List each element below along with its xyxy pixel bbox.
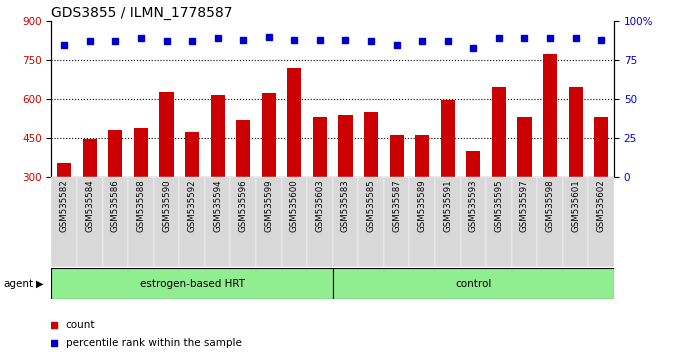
Bar — [185, 132, 199, 255]
Bar — [287, 68, 301, 255]
Text: GSM535592: GSM535592 — [187, 180, 197, 232]
Bar — [262, 93, 276, 255]
Bar — [390, 136, 403, 255]
Text: GSM535590: GSM535590 — [162, 180, 171, 232]
Text: GSM535601: GSM535601 — [571, 180, 580, 233]
Bar — [83, 139, 97, 255]
Bar — [108, 130, 122, 255]
Text: GSM535583: GSM535583 — [341, 180, 350, 233]
Bar — [543, 54, 557, 255]
Bar — [159, 92, 174, 255]
Bar — [256, 177, 281, 267]
Text: GSM535598: GSM535598 — [545, 180, 554, 232]
Bar — [512, 177, 537, 267]
Bar — [134, 128, 148, 255]
Text: GSM535589: GSM535589 — [418, 180, 427, 232]
Bar — [492, 87, 506, 255]
Bar — [333, 268, 614, 299]
Bar — [338, 115, 353, 255]
Bar — [410, 177, 435, 267]
Bar — [281, 177, 307, 267]
Bar — [460, 177, 486, 267]
Bar — [517, 117, 532, 255]
Text: GSM535599: GSM535599 — [264, 180, 273, 232]
Text: GSM535593: GSM535593 — [469, 180, 478, 232]
Text: agent: agent — [3, 279, 34, 289]
Text: percentile rank within the sample: percentile rank within the sample — [65, 338, 241, 348]
Bar — [537, 177, 563, 267]
Bar — [364, 112, 378, 255]
Bar — [128, 177, 154, 267]
Text: GSM535584: GSM535584 — [85, 180, 94, 233]
Text: GSM535596: GSM535596 — [239, 180, 248, 232]
Bar — [440, 99, 455, 255]
Bar — [313, 117, 327, 255]
Text: control: control — [455, 279, 492, 289]
Bar — [415, 136, 429, 255]
Bar — [307, 177, 333, 267]
Bar — [486, 177, 512, 267]
Text: GSM535603: GSM535603 — [316, 180, 324, 233]
Bar — [51, 177, 77, 267]
Bar — [384, 177, 410, 267]
Bar — [103, 177, 128, 267]
Bar — [563, 177, 589, 267]
Text: GSM535582: GSM535582 — [60, 180, 69, 233]
Bar — [154, 177, 179, 267]
Text: GSM535591: GSM535591 — [443, 180, 452, 232]
Bar — [51, 268, 333, 299]
Text: GSM535594: GSM535594 — [213, 180, 222, 232]
Text: GDS3855 / ILMN_1778587: GDS3855 / ILMN_1778587 — [51, 6, 233, 20]
Text: GSM535600: GSM535600 — [290, 180, 299, 233]
Text: GSM535588: GSM535588 — [137, 180, 145, 233]
Text: GSM535595: GSM535595 — [495, 180, 504, 232]
Bar — [569, 87, 582, 255]
Text: GSM535587: GSM535587 — [392, 180, 401, 233]
Text: GSM535586: GSM535586 — [111, 180, 120, 233]
Bar — [435, 177, 460, 267]
Bar — [211, 95, 225, 255]
Bar — [594, 117, 608, 255]
Text: GSM535585: GSM535585 — [366, 180, 375, 233]
Text: ▶: ▶ — [36, 279, 43, 289]
Text: count: count — [65, 320, 95, 330]
Bar — [589, 177, 614, 267]
Text: estrogen-based HRT: estrogen-based HRT — [139, 279, 245, 289]
Bar — [77, 177, 103, 267]
Bar — [236, 120, 250, 255]
Bar — [205, 177, 230, 267]
Text: GSM535597: GSM535597 — [520, 180, 529, 232]
Bar — [57, 163, 71, 255]
Bar — [333, 177, 358, 267]
Text: GSM535602: GSM535602 — [597, 180, 606, 233]
Bar — [230, 177, 256, 267]
Bar — [466, 151, 480, 255]
Bar — [179, 177, 205, 267]
Bar — [358, 177, 384, 267]
